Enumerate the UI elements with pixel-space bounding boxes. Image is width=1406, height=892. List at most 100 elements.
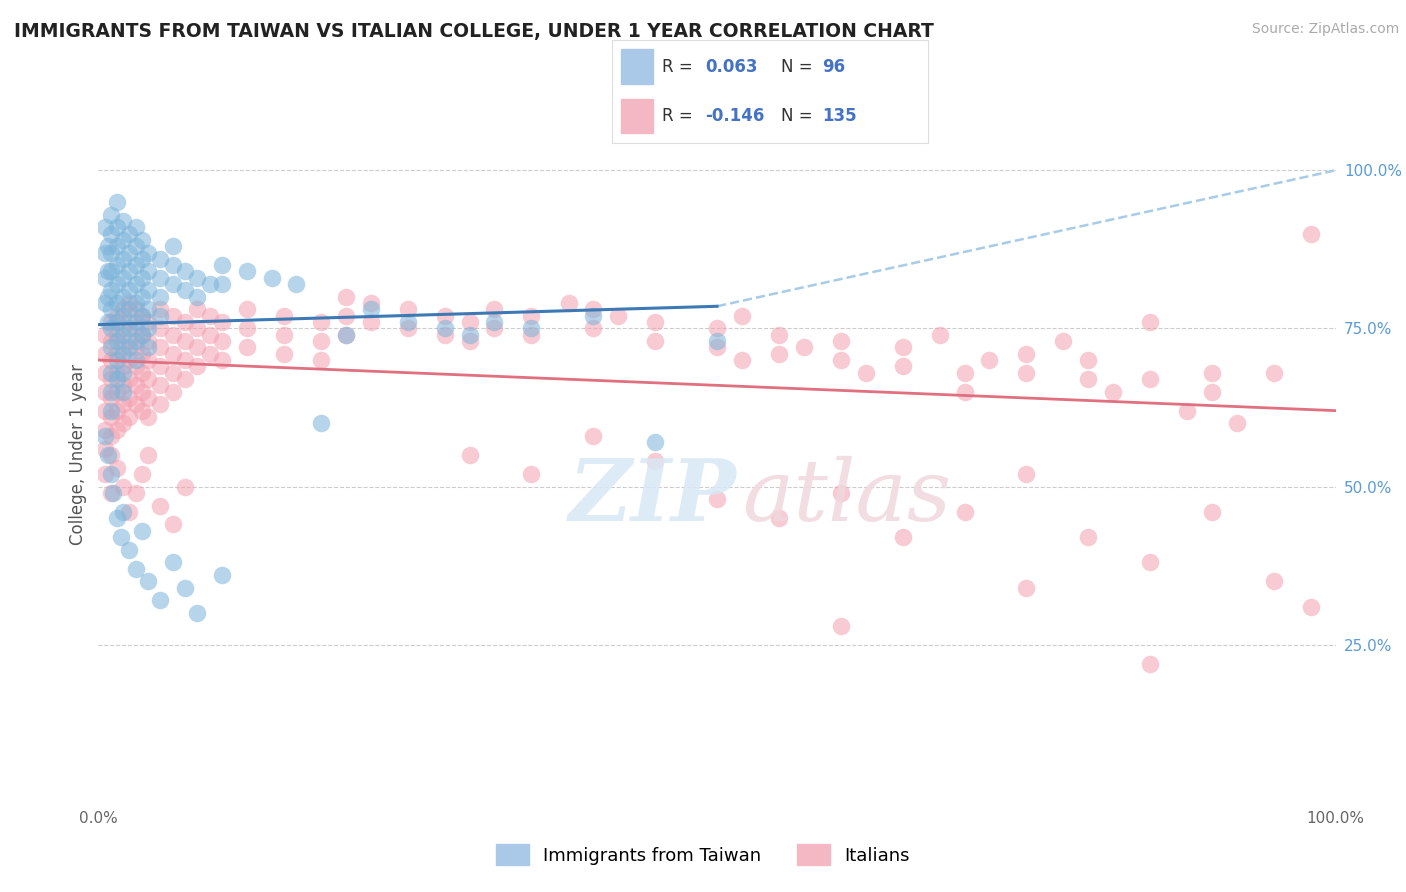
Point — [557, 296, 579, 310]
Point — [100, 403, 122, 417]
Point — [100, 467, 122, 481]
Point — [100, 448, 122, 462]
Point — [105, 220, 128, 235]
Point — [174, 353, 197, 368]
Point — [458, 448, 481, 462]
Point — [118, 284, 141, 298]
Bar — [621, 49, 652, 84]
Point — [582, 302, 605, 317]
Text: N =: N = — [780, 107, 813, 125]
Point — [149, 302, 172, 317]
Point — [211, 258, 233, 272]
Point — [706, 340, 728, 354]
Text: R =: R = — [662, 107, 693, 125]
Point — [396, 315, 419, 329]
Point — [105, 309, 128, 323]
Point — [112, 340, 135, 354]
Point — [124, 334, 146, 348]
Bar — [621, 99, 652, 134]
Point — [112, 347, 135, 361]
Point — [124, 378, 146, 392]
Point — [118, 353, 141, 368]
Point — [149, 499, 172, 513]
Point — [97, 315, 120, 329]
Point — [112, 417, 135, 431]
Point — [124, 315, 146, 329]
Point — [136, 264, 159, 278]
Point — [1175, 403, 1198, 417]
Point — [174, 334, 197, 348]
Point — [100, 208, 122, 222]
Point — [131, 327, 153, 342]
Point — [644, 454, 666, 468]
Point — [162, 258, 184, 272]
Point — [186, 290, 208, 304]
Point — [124, 359, 146, 374]
Point — [891, 359, 914, 374]
Point — [211, 334, 233, 348]
Point — [131, 290, 153, 304]
Point — [100, 384, 122, 399]
Point — [131, 366, 153, 380]
Point — [1201, 505, 1223, 519]
Point — [100, 315, 122, 329]
Point — [131, 270, 153, 285]
Point — [520, 327, 543, 342]
Point — [236, 340, 259, 354]
Point — [1299, 599, 1322, 614]
Point — [112, 327, 135, 342]
Point — [1139, 556, 1161, 570]
Point — [396, 321, 419, 335]
Text: R =: R = — [662, 58, 693, 76]
Point — [520, 309, 543, 323]
Point — [136, 245, 159, 260]
Point — [706, 492, 728, 507]
Point — [520, 321, 543, 335]
Point — [118, 391, 141, 405]
Point — [131, 524, 153, 538]
Point — [105, 327, 128, 342]
Point — [105, 460, 128, 475]
Point — [433, 327, 456, 342]
Point — [136, 448, 159, 462]
Point — [273, 347, 295, 361]
Point — [768, 347, 790, 361]
Point — [335, 309, 357, 323]
Point — [162, 327, 184, 342]
Point — [1139, 657, 1161, 671]
Point — [186, 340, 208, 354]
Point — [131, 327, 153, 342]
Point — [100, 284, 122, 298]
Point — [1077, 372, 1099, 386]
Point — [162, 556, 184, 570]
Point — [100, 340, 122, 354]
Legend: Immigrants from Taiwan, Italians: Immigrants from Taiwan, Italians — [486, 835, 920, 874]
Point — [93, 296, 115, 310]
Point — [149, 321, 172, 335]
Point — [112, 479, 135, 493]
Point — [211, 315, 233, 329]
Point — [124, 239, 146, 253]
Point — [1015, 347, 1038, 361]
Point — [105, 353, 128, 368]
Point — [136, 315, 159, 329]
Point — [162, 366, 184, 380]
Point — [97, 264, 120, 278]
Point — [149, 397, 172, 411]
Point — [162, 347, 184, 361]
Point — [830, 486, 852, 500]
Point — [1201, 384, 1223, 399]
Point — [124, 340, 146, 354]
Point — [174, 372, 197, 386]
Point — [335, 327, 357, 342]
Point — [335, 327, 357, 342]
Point — [131, 309, 153, 323]
Point — [273, 327, 295, 342]
Point — [93, 429, 115, 443]
Text: Source: ZipAtlas.com: Source: ZipAtlas.com — [1251, 22, 1399, 37]
Point — [793, 340, 815, 354]
Point — [644, 334, 666, 348]
Point — [93, 270, 115, 285]
Point — [855, 366, 877, 380]
Point — [174, 284, 197, 298]
